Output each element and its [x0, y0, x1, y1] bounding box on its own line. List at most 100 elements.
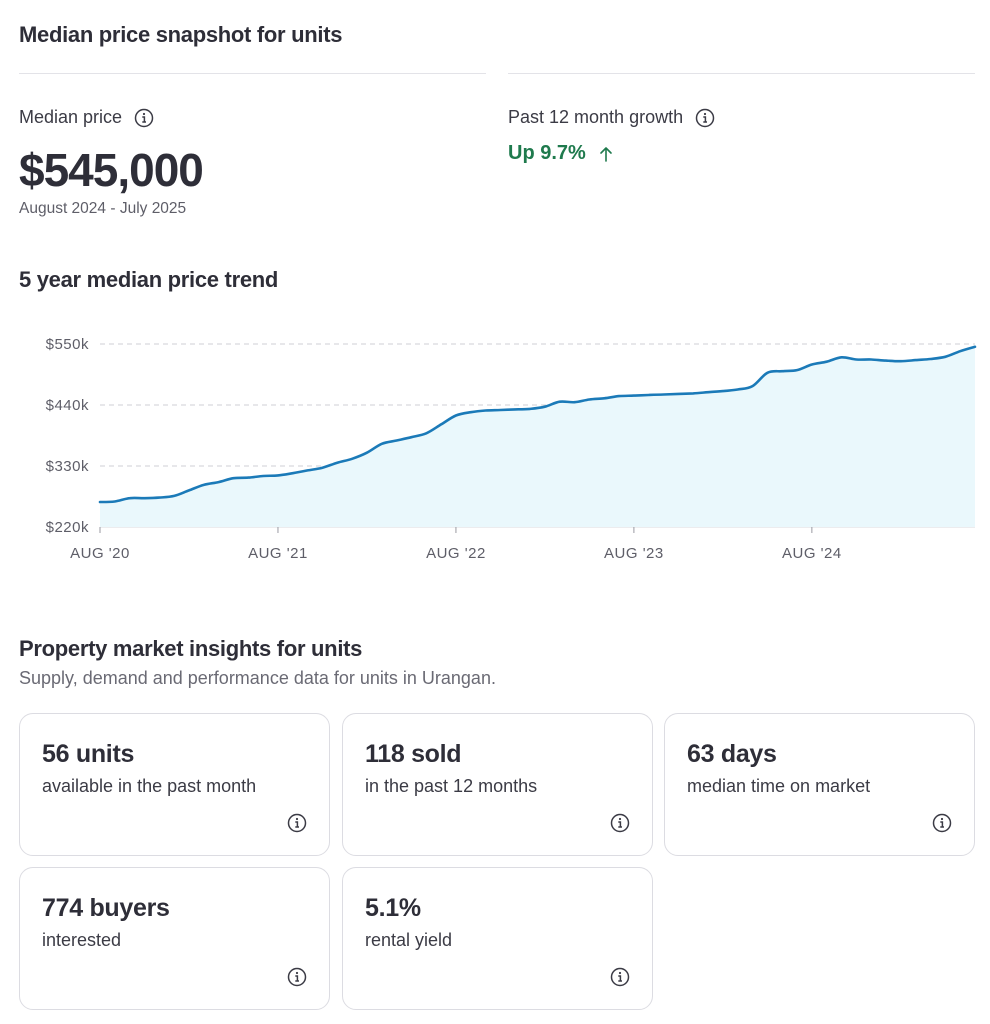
- data-point[interactable]: [883, 358, 889, 364]
- data-point[interactable]: [794, 367, 800, 373]
- x-tick-label: AUG '22: [426, 545, 486, 562]
- data-point[interactable]: [186, 487, 192, 493]
- data-point[interactable]: [868, 357, 874, 363]
- data-point[interactable]: [290, 470, 296, 476]
- data-point[interactable]: [705, 389, 711, 395]
- data-point[interactable]: [661, 391, 667, 397]
- data-point[interactable]: [839, 354, 845, 360]
- data-point[interactable]: [853, 357, 859, 363]
- arrow-up-icon: [598, 145, 614, 163]
- data-point[interactable]: [764, 370, 770, 376]
- data-point[interactable]: [319, 465, 325, 471]
- divider-left: [19, 73, 486, 74]
- data-point[interactable]: [379, 441, 385, 447]
- data-point[interactable]: [631, 393, 637, 399]
- data-point[interactable]: [349, 456, 355, 462]
- insight-card-buyers: 774 buyers interested: [19, 867, 330, 1010]
- data-point[interactable]: [112, 498, 118, 504]
- info-icon[interactable]: [932, 813, 952, 833]
- insight-card-sold: 118 sold in the past 12 months: [342, 713, 653, 856]
- card-value: 63 days: [687, 740, 777, 768]
- data-point[interactable]: [408, 434, 414, 440]
- data-point[interactable]: [305, 467, 311, 473]
- info-icon[interactable]: [610, 813, 630, 833]
- data-point[interactable]: [646, 392, 652, 398]
- data-point[interactable]: [334, 460, 340, 466]
- growth-label-row: Past 12 month growth: [508, 107, 715, 128]
- card-description: interested: [42, 930, 122, 950]
- data-point[interactable]: [453, 413, 459, 419]
- trend-chart: $220k$330k$440k$550k AUG '20 AUG '21 AUG '…: [46, 336, 978, 562]
- data-point[interactable]: [928, 356, 934, 362]
- data-point[interactable]: [97, 499, 103, 505]
- data-point[interactable]: [364, 450, 370, 456]
- growth-value: Up 9.7%: [508, 142, 586, 164]
- data-point[interactable]: [972, 344, 978, 350]
- card-value: 5.1%: [365, 894, 421, 922]
- data-point[interactable]: [779, 368, 785, 374]
- x-tick-label: AUG '21: [248, 545, 308, 562]
- data-point[interactable]: [557, 399, 563, 405]
- data-point[interactable]: [438, 421, 444, 427]
- data-point[interactable]: [141, 495, 147, 501]
- data-point[interactable]: [127, 495, 133, 501]
- data-point[interactable]: [483, 408, 489, 414]
- data-point[interactable]: [497, 407, 503, 413]
- data-point[interactable]: [275, 472, 281, 478]
- median-price-info-icon[interactable]: [134, 108, 154, 128]
- info-icon[interactable]: [287, 813, 307, 833]
- area-fill: [100, 346, 975, 527]
- data-point[interactable]: [245, 475, 251, 481]
- data-point[interactable]: [809, 362, 815, 368]
- insight-card-yield: 5.1% rental yield: [342, 867, 653, 1010]
- data-point[interactable]: [616, 393, 622, 399]
- series-line: [98, 345, 977, 504]
- median-price-label: Median price: [19, 107, 123, 127]
- snapshot-title: Median price snapshot for units: [19, 22, 343, 47]
- data-point[interactable]: [201, 482, 207, 488]
- card-description: median time on market: [687, 776, 871, 796]
- data-point[interactable]: [230, 475, 236, 481]
- data-point[interactable]: [468, 409, 474, 415]
- x-tick-label: AUG '23: [604, 545, 664, 562]
- data-point[interactable]: [260, 473, 266, 479]
- card-value: 118 sold: [365, 740, 462, 768]
- median-price-period: August 2024 - July 2025: [19, 200, 187, 217]
- data-point[interactable]: [572, 399, 578, 405]
- y-tick-label: $440k: [46, 397, 89, 414]
- data-point[interactable]: [527, 406, 533, 412]
- insights-title: Property market insights for units: [19, 636, 363, 661]
- y-axis: $220k $330k $440k $550k: [46, 336, 89, 536]
- data-point[interactable]: [586, 396, 592, 402]
- insights-subtitle: Supply, demand and performance data for …: [19, 668, 496, 688]
- data-point[interactable]: [675, 391, 681, 397]
- data-point[interactable]: [512, 406, 518, 412]
- data-point[interactable]: [942, 354, 948, 360]
- card-value: 774 buyers: [42, 894, 170, 922]
- insight-card-days: 63 days median time on market: [664, 713, 975, 856]
- data-point[interactable]: [750, 383, 756, 389]
- data-point[interactable]: [720, 388, 726, 394]
- x-tick-label: AUG '24: [782, 545, 842, 562]
- y-tick-label: $550k: [46, 336, 89, 353]
- info-icon[interactable]: [287, 967, 307, 987]
- data-point[interactable]: [601, 395, 607, 401]
- data-point[interactable]: [216, 479, 222, 485]
- data-point[interactable]: [735, 386, 741, 392]
- data-point[interactable]: [171, 493, 177, 499]
- card-description: available in the past month: [42, 776, 257, 796]
- growth-info-icon[interactable]: [695, 108, 715, 128]
- data-point[interactable]: [542, 404, 548, 410]
- data-point[interactable]: [423, 430, 429, 436]
- divider-right: [508, 73, 975, 74]
- data-point[interactable]: [913, 357, 919, 363]
- insight-card-units: 56 units available in the past month: [19, 713, 330, 856]
- data-point[interactable]: [824, 359, 830, 365]
- data-point[interactable]: [690, 390, 696, 396]
- data-point[interactable]: [156, 495, 162, 501]
- data-point[interactable]: [957, 348, 963, 354]
- card-description: rental yield: [365, 930, 453, 950]
- data-point[interactable]: [394, 437, 400, 443]
- info-icon[interactable]: [610, 967, 630, 987]
- data-point[interactable]: [898, 358, 904, 364]
